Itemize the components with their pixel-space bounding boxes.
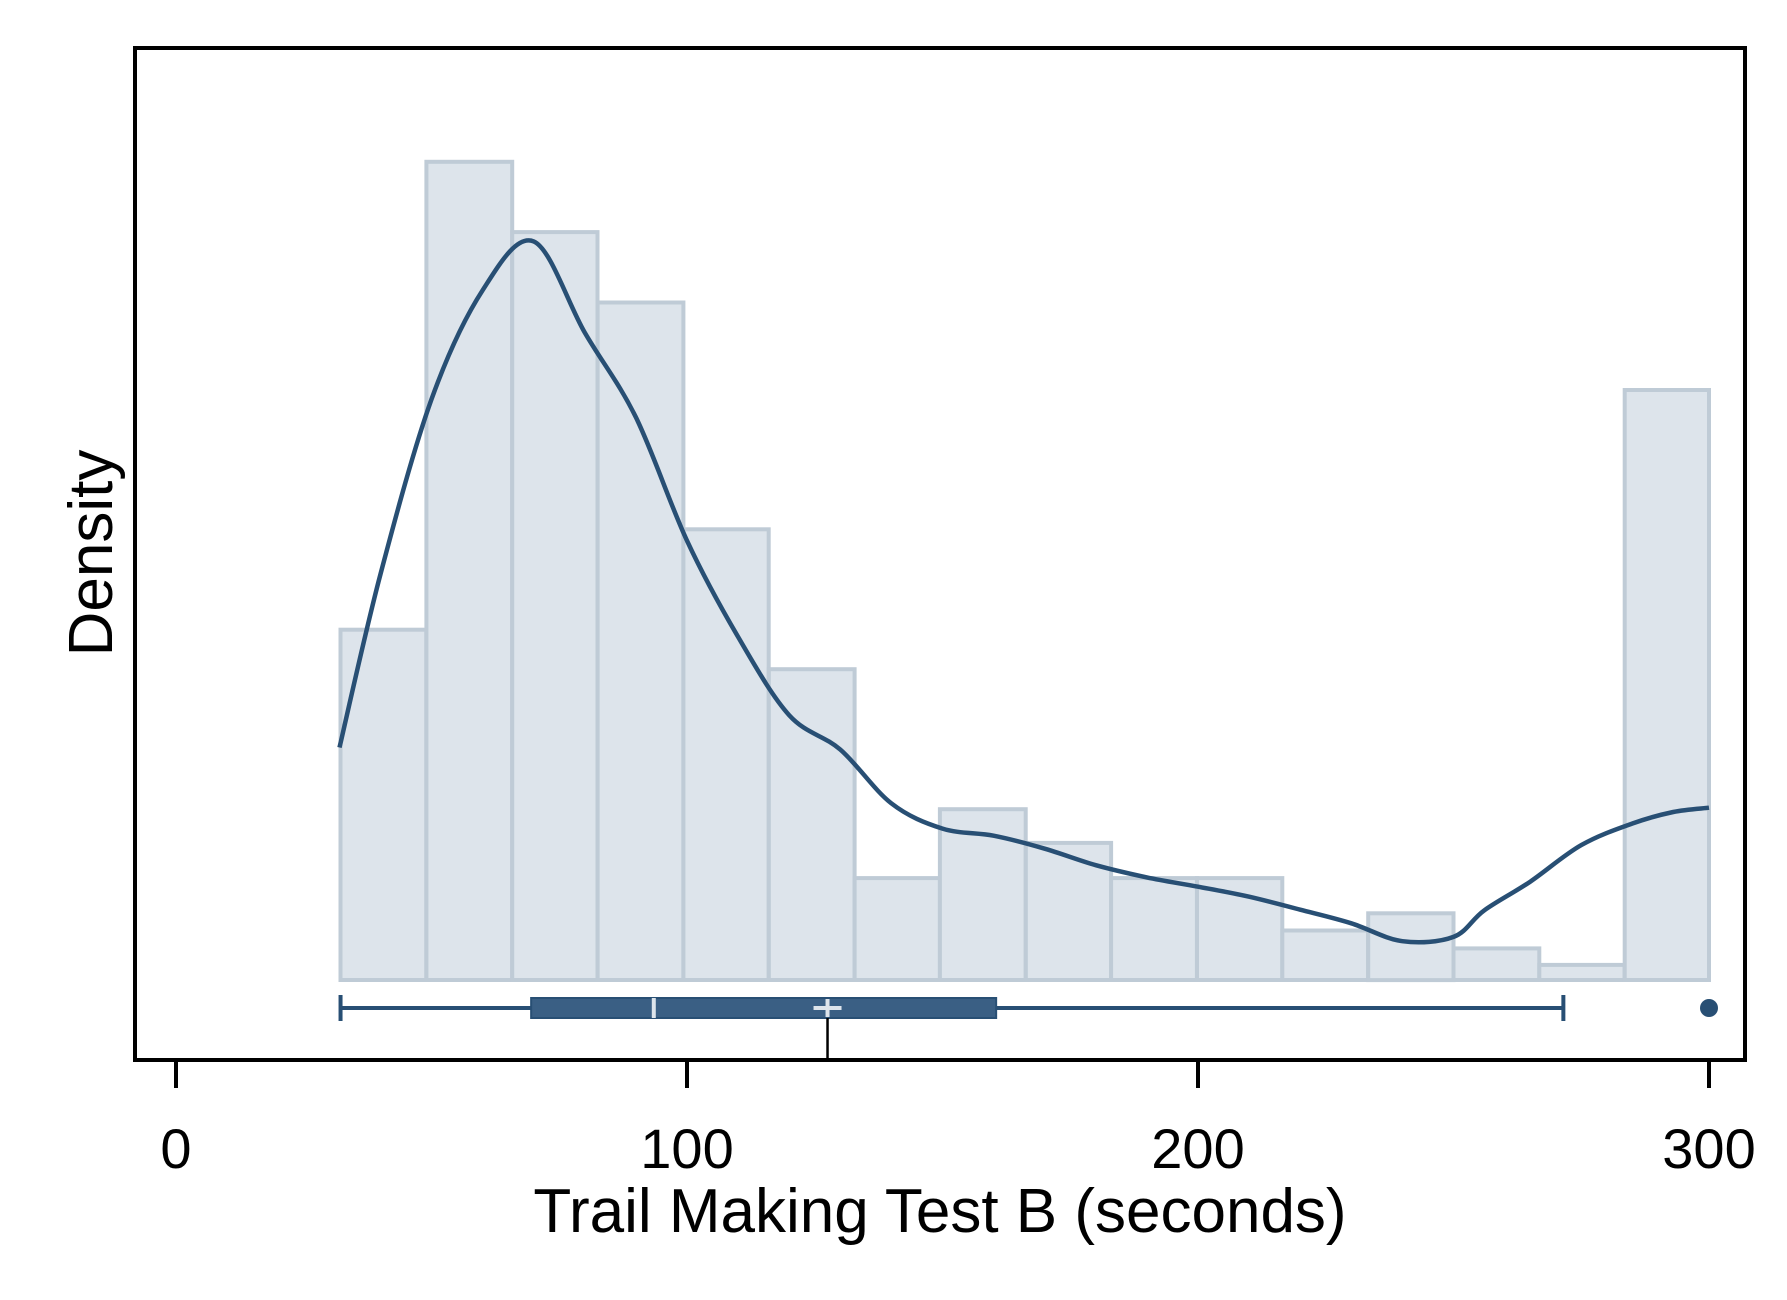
y-axis-title: Density [57, 450, 126, 657]
histogram-bars [338, 159, 1711, 983]
histogram-bar-13 [1366, 911, 1456, 983]
x-tick-label-0: 0 [160, 1117, 191, 1180]
histogram-bar-4 [595, 300, 686, 982]
histogram-bar-12 [1280, 928, 1371, 982]
boxplot [338, 995, 1718, 1058]
x-axis-title: Trail Making Test B (seconds) [533, 1177, 1346, 1246]
histogram-bar-2 [424, 159, 515, 983]
histogram-bar-5 [681, 527, 771, 982]
histogram-bar-14 [1451, 946, 1542, 983]
boxplot-outlier-1 [1700, 999, 1718, 1017]
x-tick-label-100: 100 [640, 1117, 733, 1180]
histogram-bar-9 [1023, 840, 1114, 983]
boxplot-iqr-box [530, 997, 998, 1019]
x-tick-label-300: 300 [1662, 1117, 1755, 1180]
histogram-bar-7 [852, 876, 942, 982]
density-curve-layer [337, 238, 1710, 945]
x-tick-label-200: 200 [1151, 1117, 1244, 1180]
plot-frame [133, 46, 1747, 1062]
histogram-bar-10 [1109, 876, 1199, 982]
histogram-bar-6 [766, 667, 857, 982]
histogram-bar-15 [1537, 962, 1627, 983]
density-curve [337, 238, 1710, 945]
histogram-bar-16 [1622, 388, 1711, 982]
histogram-bar-3 [510, 230, 600, 983]
x-axis: 0 100 200 300 [160, 1060, 1756, 1180]
